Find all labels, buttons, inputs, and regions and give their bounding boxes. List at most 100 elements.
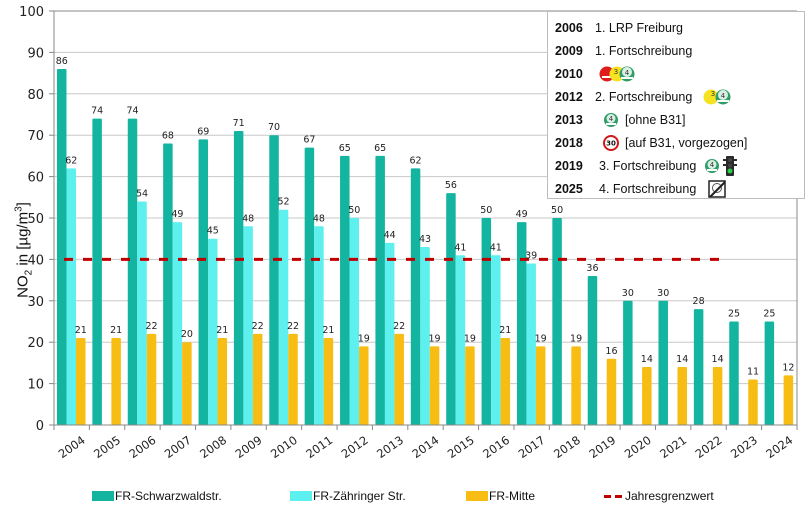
data-label: 22 (252, 321, 264, 332)
annotation-row: 2012 2. Fortschreibung 3 4 (548, 85, 804, 108)
bar-1 (137, 201, 147, 425)
bars (57, 68, 794, 426)
annotation-text: [ohne B31] (625, 112, 686, 127)
chart-legend: FR-Schwarzwaldstr. FR-Zähringer Str. FR-… (0, 489, 811, 505)
bar-0 (729, 321, 739, 425)
bar-0 (304, 147, 315, 425)
data-label: 67 (303, 135, 315, 146)
bar-2 (500, 338, 511, 425)
bar-0 (269, 135, 279, 425)
data-label: 14 (712, 354, 724, 365)
data-label: 30 (622, 288, 634, 299)
bar-2 (642, 367, 652, 425)
x-tick-label: 2018 (551, 433, 583, 461)
legend-item-mitte: FR-Mitte (466, 489, 535, 503)
speed-limit-30-icon: 30 (603, 134, 619, 151)
bar-2 (76, 338, 86, 425)
annotation-year: 2019 (555, 158, 583, 173)
data-label: 71 (233, 118, 245, 129)
plakette-yellow-icon: 3 (703, 89, 719, 104)
x-tick-label: 2007 (162, 433, 194, 461)
bar-2 (182, 342, 192, 425)
bar-2 (394, 333, 404, 425)
annotation-row: 2025 4. Fortschreibung (548, 177, 804, 200)
data-label: 36 (586, 263, 598, 274)
data-label: 52 (277, 197, 289, 208)
bar-0 (446, 193, 456, 425)
annotation-text: [auf B31, vorgezogen] (625, 135, 748, 150)
bar-2 (217, 338, 228, 425)
bar-2 (535, 346, 546, 425)
legend-label: FR-Zähringer Str. (313, 489, 406, 503)
data-label: 48 (242, 213, 254, 224)
x-tick-label: 2004 (56, 433, 88, 461)
y-tick-label: 90 (27, 46, 44, 61)
bar-2 (606, 358, 617, 425)
annotation-year: 2018 (555, 135, 583, 150)
bar-0 (552, 218, 562, 425)
measures-annotation-box: 2006 1. LRP Freiburg 2009 1. Fortschreib… (547, 11, 805, 199)
bar-2 (465, 346, 475, 425)
bar-0 (516, 222, 527, 425)
bar-2 (429, 346, 440, 425)
bar-2 (146, 333, 157, 425)
plakette-green-icon: 4 (705, 158, 720, 173)
data-label: 22 (145, 321, 157, 332)
bar-0 (658, 300, 668, 425)
bar-2 (323, 338, 334, 425)
y-axis-ticks: 0 10 20 30 40 50 60 70 80 90 100 (19, 5, 54, 434)
data-label: 28 (693, 296, 705, 307)
x-tick-label: 2024 (763, 433, 795, 461)
svg-text:4: 4 (710, 161, 715, 169)
data-label: 16 (605, 346, 617, 357)
annotation-text: 1. LRP Freiburg (595, 20, 684, 35)
bar-0 (57, 68, 67, 426)
annotation-text: 1. Fortschreibung (595, 43, 693, 58)
data-label: 19 (535, 333, 547, 344)
bar-1 (208, 238, 218, 425)
annotation-year: 2013 (555, 112, 583, 127)
bar-0 (340, 155, 350, 425)
legend-label: FR-Schwarzwaldstr. (115, 489, 222, 503)
plakette-green-icon: 4 (604, 112, 618, 127)
x-tick-label: 2022 (693, 433, 725, 461)
bar-0 (587, 275, 598, 425)
bar-2 (252, 333, 263, 425)
bar-2 (783, 375, 794, 425)
legend-label: Jahresgrenzwert (625, 489, 714, 503)
data-label: 14 (641, 354, 653, 365)
legend-item-jahresgrenzwert: Jahresgrenzwert (604, 489, 714, 503)
data-label: 44 (384, 230, 396, 241)
data-label: 19 (464, 333, 476, 344)
annotation-row: 2018 30 [auf B31, vorgezogen] (548, 131, 804, 154)
data-label: 14 (676, 354, 688, 365)
data-label: 25 (763, 309, 775, 320)
x-tick-label: 2019 (586, 433, 618, 461)
annotation-row: 2019 3. Fortschreibung 4 (548, 154, 804, 177)
x-tick-label: 2008 (197, 433, 229, 461)
bar-0 (198, 139, 209, 425)
data-label: 12 (782, 362, 794, 373)
annotation-year: 2009 (555, 43, 583, 58)
x-tick-label: 2013 (374, 433, 406, 461)
bar-1 (491, 255, 501, 425)
y-tick-label: 30 (27, 295, 44, 310)
bar-0 (764, 321, 775, 425)
legend-swatch (92, 491, 114, 501)
bar-0 (693, 309, 704, 425)
svg-text:4: 4 (609, 115, 614, 123)
annotation-text: 3. Fortschreibung (599, 158, 697, 173)
x-tick-label: 2017 (516, 433, 548, 461)
x-tick-label: 2021 (657, 433, 689, 461)
data-label: 56 (445, 180, 457, 191)
annotation-row: 2010 3 4 (548, 62, 804, 85)
x-tick-label: 2005 (91, 433, 123, 461)
x-tick-label: 2012 (339, 433, 371, 461)
bar-1 (526, 263, 536, 425)
y-tick-label: 40 (27, 253, 44, 268)
bar-1 (314, 226, 324, 425)
annotation-year: 2012 (555, 89, 583, 104)
plakette-green-icon: 4 (619, 66, 635, 81)
bar-0 (481, 218, 492, 425)
